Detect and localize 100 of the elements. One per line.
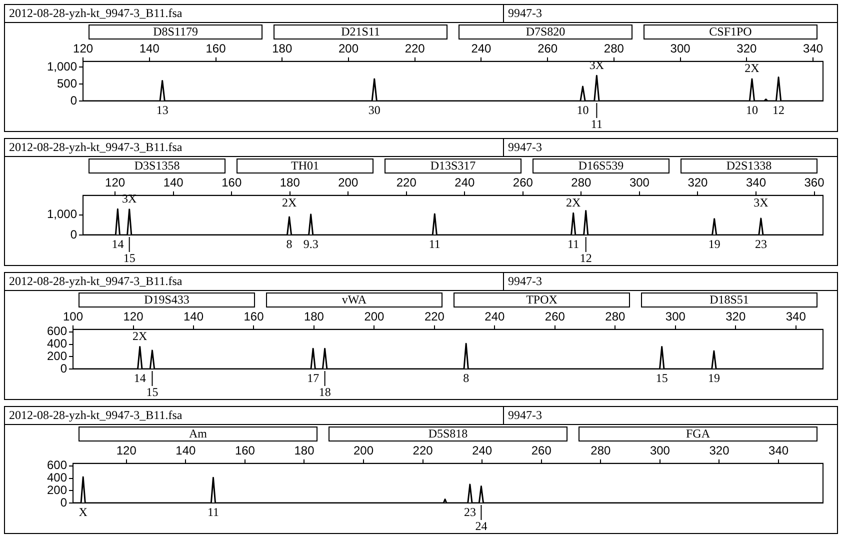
y-tick-label: 0	[60, 495, 68, 510]
x-tick-label: 220	[404, 42, 426, 56]
x-tick-label: 280	[605, 310, 626, 324]
x-tick-label: 180	[304, 310, 324, 324]
y-tick-label: 400	[46, 470, 68, 485]
annotation: 11	[428, 237, 440, 252]
x-tick-label: 100	[63, 310, 84, 324]
x-tick-label: 300	[670, 42, 691, 56]
text: D3S1358	[134, 158, 180, 173]
x-tick-label: 340	[768, 444, 789, 458]
chart-subtitle: 9947-3	[507, 5, 543, 22]
y-tick-label: 500	[57, 76, 78, 90]
x-tick-label: 180	[280, 176, 300, 190]
annotation: 30	[368, 103, 380, 118]
annotation: 15	[146, 385, 158, 400]
text: FGA	[686, 426, 710, 441]
x-tick-label: 140	[176, 444, 196, 458]
y-tick-label: 1,000	[47, 207, 78, 222]
x-tick-label: 300	[665, 310, 686, 324]
annotation: 11	[207, 505, 220, 520]
x-tick-label: 320	[726, 310, 746, 324]
x-tick-label: 340	[786, 310, 806, 324]
annotation: 12	[580, 251, 592, 266]
annotation: 2X	[566, 195, 581, 210]
x-tick-label: 260	[544, 310, 566, 324]
x-tick-label: 140	[183, 310, 204, 324]
x-tick-label: 120	[105, 176, 126, 190]
y-tick-label: 200	[46, 482, 68, 497]
text: D18S51	[710, 292, 749, 307]
x-tick-label: 260	[538, 42, 558, 56]
x-tick-label: 320	[709, 444, 730, 458]
text: D13S317	[430, 158, 476, 173]
text: vWA	[342, 292, 367, 307]
x-tick-label: 280	[604, 42, 624, 56]
y-tick-label: 1,000	[47, 59, 78, 74]
x-tick-label: 180	[272, 42, 292, 56]
y-tick-label: 600	[46, 458, 68, 472]
y-tick-label: 0	[70, 227, 78, 242]
x-tick-label: 160	[222, 176, 242, 190]
text: D7S820	[526, 24, 566, 39]
annotation: 3X	[754, 196, 769, 210]
x-tick-label: 260	[531, 444, 552, 458]
x-tick-label: 200	[338, 176, 358, 190]
annotation: 19	[708, 371, 720, 386]
annotation: 9.3	[303, 237, 318, 252]
text: TH01	[291, 158, 320, 173]
x-tick-label: 120	[123, 310, 144, 324]
x-tick-label: 120	[73, 42, 94, 56]
annotation: 2X	[744, 61, 760, 76]
x-tick-label: 160	[206, 42, 226, 56]
annotation: 10	[746, 103, 758, 118]
x-tick-label: 140	[139, 42, 160, 56]
annotation: 14	[134, 371, 146, 386]
annotation: 11	[568, 237, 580, 252]
chart-subtitle: 9947-3	[507, 273, 543, 290]
annotation: 15	[656, 371, 668, 386]
chart-title: 2012-08-28-yzh-kt_9947-3_B11.fsa	[5, 273, 504, 290]
x-tick-label: 320	[688, 176, 708, 190]
annotation: 10	[576, 103, 589, 118]
x-tick-label: 340	[803, 42, 824, 56]
annotation: 13	[156, 103, 168, 118]
text: D19S433	[144, 292, 190, 307]
x-tick-label: 220	[396, 176, 417, 190]
chart-subtitle: 9947-3	[507, 139, 543, 156]
x-tick-label: 140	[163, 176, 184, 190]
x-tick-label: 360	[804, 176, 825, 190]
x-tick-label: 200	[338, 42, 359, 56]
annotation: 2X	[132, 328, 148, 343]
x-tick-label: 300	[629, 176, 650, 190]
x-tick-label: 340	[746, 176, 766, 190]
text: D21S11	[341, 24, 380, 39]
x-tick-label: 280	[571, 176, 592, 190]
x-tick-label: 180	[294, 444, 315, 458]
annotation: 18	[318, 385, 331, 400]
annotation: 24	[475, 519, 488, 534]
x-tick-label: 160	[234, 444, 256, 458]
text: D5S818	[428, 426, 468, 441]
text: D2S1338	[726, 158, 772, 173]
annotation: X	[78, 505, 88, 520]
y-tick-label: 0	[70, 93, 78, 108]
annotation: 8	[463, 371, 470, 386]
text: D16S539	[578, 158, 624, 173]
chart-title: 2012-08-28-yzh-kt_9947-3_B11.fsa	[5, 5, 504, 22]
x-tick-label: 240	[472, 444, 492, 458]
text: D8S1179	[153, 24, 198, 39]
y-tick-label: 400	[46, 336, 68, 351]
chart-subtitle: 9947-3	[507, 407, 543, 424]
chart-title: 2012-08-28-yzh-kt_9947-3_B11.fsa	[5, 139, 504, 156]
x-tick-label: 320	[736, 42, 758, 56]
chart-title: 2012-08-28-yzh-kt_9947-3_B11.fsa	[5, 407, 504, 424]
annotation: 11	[590, 117, 602, 132]
text: CSF1PO	[709, 24, 752, 39]
x-tick-label: 160	[244, 310, 264, 324]
annotation: 23	[464, 505, 476, 520]
annotation: 12	[772, 103, 785, 118]
x-tick-label: 260	[512, 176, 534, 190]
annotation: 8	[286, 237, 292, 252]
x-tick-label: 200	[364, 310, 385, 324]
text: TPOX	[526, 292, 558, 307]
y-tick-label: 200	[46, 348, 68, 363]
